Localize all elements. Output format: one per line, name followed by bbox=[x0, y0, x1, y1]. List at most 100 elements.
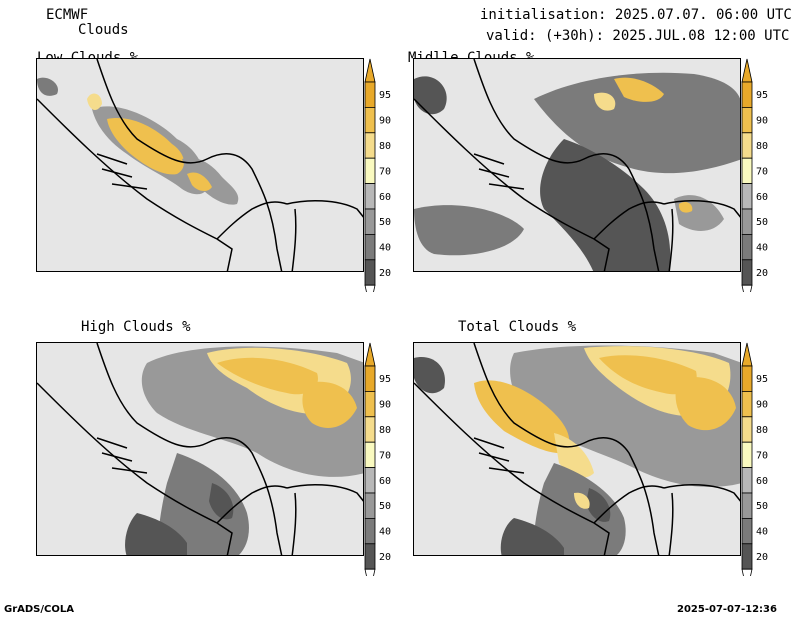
colorbar-tick-label: 40 bbox=[756, 243, 768, 254]
colorbar-segment bbox=[741, 467, 753, 494]
colorbar-segment bbox=[364, 441, 376, 468]
colorbar-segment bbox=[364, 183, 376, 210]
colorbar-segment bbox=[741, 157, 753, 184]
colorbar-segment bbox=[741, 416, 753, 443]
colorbar-segment bbox=[741, 183, 753, 210]
colorbar-high: 95 90 80 70 60 50 40 20 bbox=[364, 342, 404, 593]
colorbar-min-triangle bbox=[364, 568, 376, 593]
map-middle-clouds bbox=[413, 58, 741, 272]
colorbar-max-triangle bbox=[364, 58, 376, 83]
colorbar-tick-label: 90 bbox=[756, 116, 768, 127]
colorbar-total-svg: 95 90 80 70 60 50 40 20 bbox=[741, 342, 768, 593]
colorbar-middle-svg: 95 90 80 70 60 50 40 20 bbox=[741, 58, 768, 309]
panel-title-high: High Clouds % bbox=[81, 319, 191, 335]
colorbar-segment bbox=[364, 517, 376, 545]
colorbar-segment bbox=[741, 132, 753, 159]
colorbar-tick-label: 90 bbox=[756, 400, 768, 411]
colorbar-segment bbox=[741, 259, 753, 286]
colorbar-segment bbox=[741, 441, 753, 468]
total-cloud-field bbox=[414, 345, 740, 555]
colorbar-segment bbox=[364, 157, 376, 184]
colorbar-tick-label: 95 bbox=[756, 90, 768, 101]
colorbar-tick-label: 20 bbox=[379, 552, 391, 563]
colorbar-high-svg: 95 90 80 70 60 50 40 20 bbox=[364, 342, 391, 593]
colorbar-tick-label: 60 bbox=[756, 192, 768, 203]
colorbar-tick-label: 70 bbox=[756, 166, 768, 177]
colorbar-segment bbox=[741, 107, 753, 134]
colorbar-segment bbox=[364, 81, 376, 108]
model-name: ECMWF bbox=[46, 7, 89, 23]
colorbar-min-triangle bbox=[364, 284, 376, 309]
colorbar-tick-label: 60 bbox=[756, 476, 768, 487]
colorbar-middle: 95 90 80 70 60 50 40 20 bbox=[741, 58, 781, 309]
colorbar-tick-label: 50 bbox=[756, 217, 768, 228]
colorbar-segment bbox=[364, 233, 376, 261]
colorbar-tick-label: 70 bbox=[379, 450, 391, 461]
colorbar-max-triangle bbox=[741, 58, 753, 83]
high-cloud-field bbox=[125, 346, 363, 555]
middle-cloud-field bbox=[414, 72, 740, 271]
colorbar-tick-label: 80 bbox=[756, 141, 768, 152]
colorbar-total: 95 90 80 70 60 50 40 20 bbox=[741, 342, 781, 593]
colorbar-segment bbox=[741, 208, 753, 235]
colorbar-tick-label: 60 bbox=[379, 476, 391, 487]
colorbar-max-triangle bbox=[741, 342, 753, 367]
borders-middle bbox=[414, 59, 740, 271]
colorbar-segment bbox=[364, 492, 376, 519]
map-total-clouds bbox=[413, 342, 741, 556]
colorbar-segment bbox=[364, 132, 376, 159]
colorbar-tick-label: 20 bbox=[756, 552, 768, 563]
colorbar-tick-label: 95 bbox=[379, 90, 391, 101]
colorbar-segment bbox=[364, 107, 376, 134]
colorbar-tick-label: 20 bbox=[756, 268, 768, 279]
colorbar-tick-label: 50 bbox=[379, 217, 391, 228]
low-cloud-field bbox=[37, 77, 239, 205]
borders-high bbox=[37, 343, 363, 555]
colorbar-tick-label: 70 bbox=[379, 166, 391, 177]
colorbar-tick-label: 90 bbox=[379, 116, 391, 127]
colorbar-max-triangle bbox=[364, 342, 376, 367]
colorbar-tick-label: 40 bbox=[379, 243, 391, 254]
colorbar-segment bbox=[364, 416, 376, 443]
colorbar-min-triangle bbox=[741, 284, 753, 309]
colorbar-tick-label: 80 bbox=[756, 425, 768, 436]
colorbar-low: 95 90 80 70 60 50 40 20 bbox=[364, 58, 404, 309]
colorbar-segment bbox=[741, 81, 753, 108]
colorbar-tick-label: 80 bbox=[379, 141, 391, 152]
colorbar-tick-label: 40 bbox=[756, 527, 768, 538]
colorbar-tick-label: 95 bbox=[756, 374, 768, 385]
colorbar-tick-label: 50 bbox=[379, 501, 391, 512]
colorbar-segment bbox=[364, 543, 376, 570]
footer-timestamp: 2025-07-07-12:36 bbox=[677, 604, 777, 615]
colorbar-segment bbox=[364, 208, 376, 235]
colorbar-segment bbox=[364, 365, 376, 392]
colorbar-tick-label: 80 bbox=[379, 425, 391, 436]
colorbar-segment bbox=[364, 467, 376, 494]
map-low-clouds bbox=[36, 58, 364, 272]
colorbar-segment bbox=[741, 391, 753, 418]
colorbar-tick-label: 95 bbox=[379, 374, 391, 385]
valid-time: valid: (+30h): 2025.JUL.08 12:00 UTC bbox=[486, 28, 790, 44]
panel-title-total: Total Clouds % bbox=[458, 319, 577, 335]
colorbar-tick-label: 90 bbox=[379, 400, 391, 411]
colorbar-segment bbox=[741, 365, 753, 392]
footer-credit: GrADS/COLA bbox=[4, 604, 74, 615]
product-name: Clouds bbox=[78, 22, 129, 38]
colorbar-tick-label: 40 bbox=[379, 527, 391, 538]
colorbar-segment bbox=[741, 517, 753, 545]
colorbar-segment bbox=[741, 543, 753, 570]
colorbar-low-svg: 95 90 80 70 60 50 40 20 bbox=[364, 58, 391, 309]
colorbar-segment bbox=[741, 233, 753, 261]
colorbar-tick-label: 20 bbox=[379, 268, 391, 279]
colorbar-segment bbox=[364, 391, 376, 418]
init-time: initialisation: 2025.07.07. 06:00 UTC bbox=[480, 7, 792, 23]
colorbar-tick-label: 70 bbox=[756, 450, 768, 461]
borders-low bbox=[37, 59, 363, 271]
borders-total bbox=[414, 343, 740, 555]
map-high-clouds bbox=[36, 342, 364, 556]
colorbar-tick-label: 50 bbox=[756, 501, 768, 512]
colorbar-segment bbox=[364, 259, 376, 286]
colorbar-min-triangle bbox=[741, 568, 753, 593]
colorbar-segment bbox=[741, 492, 753, 519]
colorbar-tick-label: 60 bbox=[379, 192, 391, 203]
